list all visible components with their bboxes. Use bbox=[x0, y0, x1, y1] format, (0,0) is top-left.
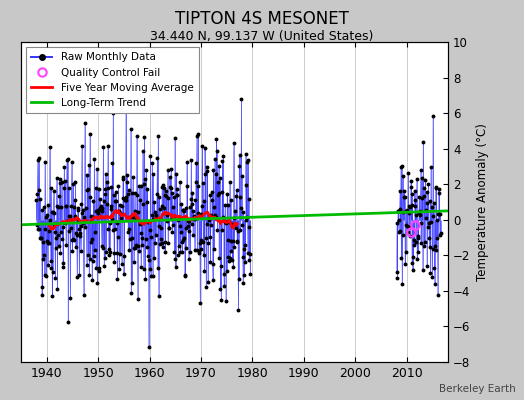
Text: 34.440 N, 99.137 W (United States): 34.440 N, 99.137 W (United States) bbox=[150, 30, 374, 43]
Text: Berkeley Earth: Berkeley Earth bbox=[440, 384, 516, 394]
Y-axis label: Temperature Anomaly (°C): Temperature Anomaly (°C) bbox=[476, 123, 489, 281]
Text: TIPTON 4S MESONET: TIPTON 4S MESONET bbox=[175, 10, 349, 28]
Legend: Raw Monthly Data, Quality Control Fail, Five Year Moving Average, Long-Term Tren: Raw Monthly Data, Quality Control Fail, … bbox=[26, 47, 199, 113]
